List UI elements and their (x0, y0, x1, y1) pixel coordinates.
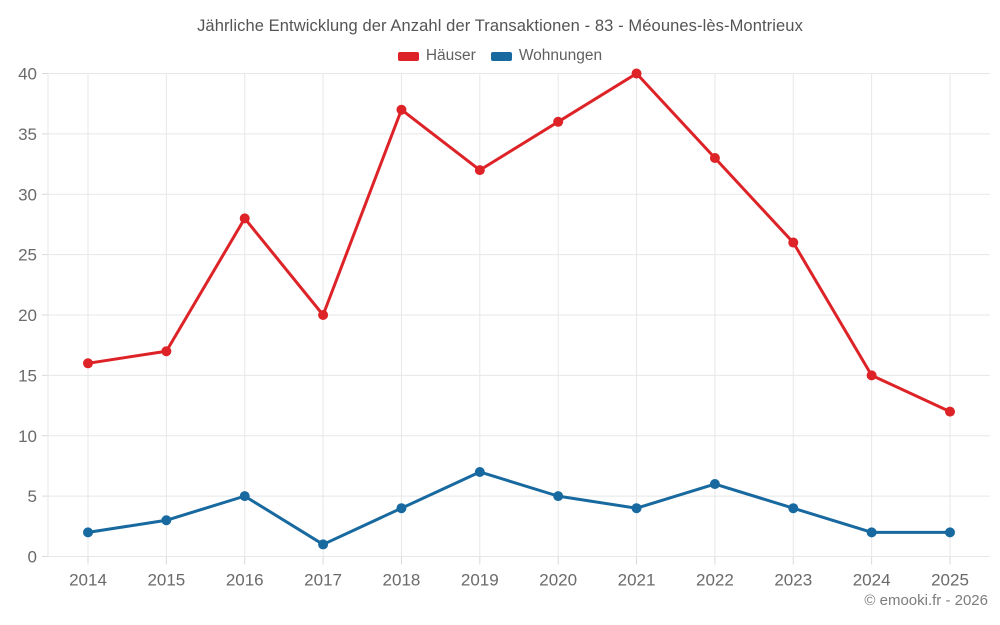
data-point[interactable] (83, 527, 93, 538)
data-point[interactable] (709, 153, 720, 164)
data-point[interactable] (631, 68, 642, 79)
data-point[interactable] (239, 213, 250, 224)
legend-item-wohnungen[interactable]: Wohnungen (490, 47, 603, 65)
y-axis-tick-label: 15 (18, 366, 37, 385)
copyright-footer: © emooki.fr - 2026 (864, 592, 988, 609)
y-axis-tick-label: 30 (18, 185, 37, 204)
x-axis-tick-label: 2020 (539, 571, 577, 590)
data-point[interactable] (788, 503, 799, 514)
data-point[interactable] (318, 310, 329, 320)
series-line-haeuser (86, 72, 952, 414)
data-point[interactable] (866, 370, 877, 381)
x-axis-tick-label: 2017 (304, 571, 342, 590)
data-point[interactable] (83, 358, 93, 369)
legend-item-haeuser[interactable]: Häuser (397, 47, 476, 65)
y-axis-tick-label: 10 (18, 427, 37, 446)
x-axis-tick-label: 2016 (226, 571, 264, 590)
data-point[interactable] (553, 116, 564, 127)
data-point[interactable] (161, 515, 172, 526)
x-axis-tick-label: 2015 (147, 571, 185, 590)
y-axis-tick-label: 20 (18, 306, 37, 325)
data-point[interactable] (474, 466, 485, 477)
y-axis-tick-label: 5 (28, 487, 37, 506)
data-point[interactable] (631, 503, 642, 514)
chart-title: Jährliche Entwicklung der Anzahl der Tra… (197, 17, 803, 35)
data-point[interactable] (161, 346, 172, 357)
data-point[interactable] (788, 237, 799, 248)
x-axis-tick-label: 2014 (69, 571, 107, 590)
data-point[interactable] (709, 479, 720, 490)
data-point[interactable] (553, 491, 564, 502)
x-axis-tick-label: 2022 (696, 571, 734, 590)
data-point[interactable] (239, 491, 250, 502)
x-axis-tick-label: 2018 (383, 571, 421, 590)
legend-label-haeuser: Häuser (425, 47, 476, 64)
y-axis-tick-label: 0 (28, 548, 37, 567)
data-point[interactable] (318, 539, 329, 550)
wohnungen-swatch-icon (490, 51, 512, 61)
haeuser-swatch-icon (397, 51, 419, 61)
data-point[interactable] (866, 527, 877, 538)
data-point[interactable] (396, 503, 407, 514)
x-axis-tick-label: 2024 (853, 571, 891, 590)
y-axis-tick-label: 35 (18, 125, 37, 144)
data-point[interactable] (945, 527, 955, 538)
x-axis-tick-label: 2023 (774, 571, 812, 590)
legend-label-wohnungen: Wohnungen (518, 47, 603, 64)
y-axis-tick-label: 25 (18, 246, 37, 265)
chart-legend: Häuser Wohnungen (0, 47, 1000, 65)
series-line-wohnungen (86, 470, 952, 546)
x-axis-tick-label: 2019 (461, 571, 499, 590)
data-point[interactable] (945, 406, 955, 417)
data-point[interactable] (474, 165, 485, 176)
x-axis-tick-label: 2025 (931, 571, 969, 590)
data-point[interactable] (396, 104, 407, 115)
y-axis-tick-label: 40 (18, 65, 37, 84)
x-axis-tick-label: 2021 (618, 571, 656, 590)
